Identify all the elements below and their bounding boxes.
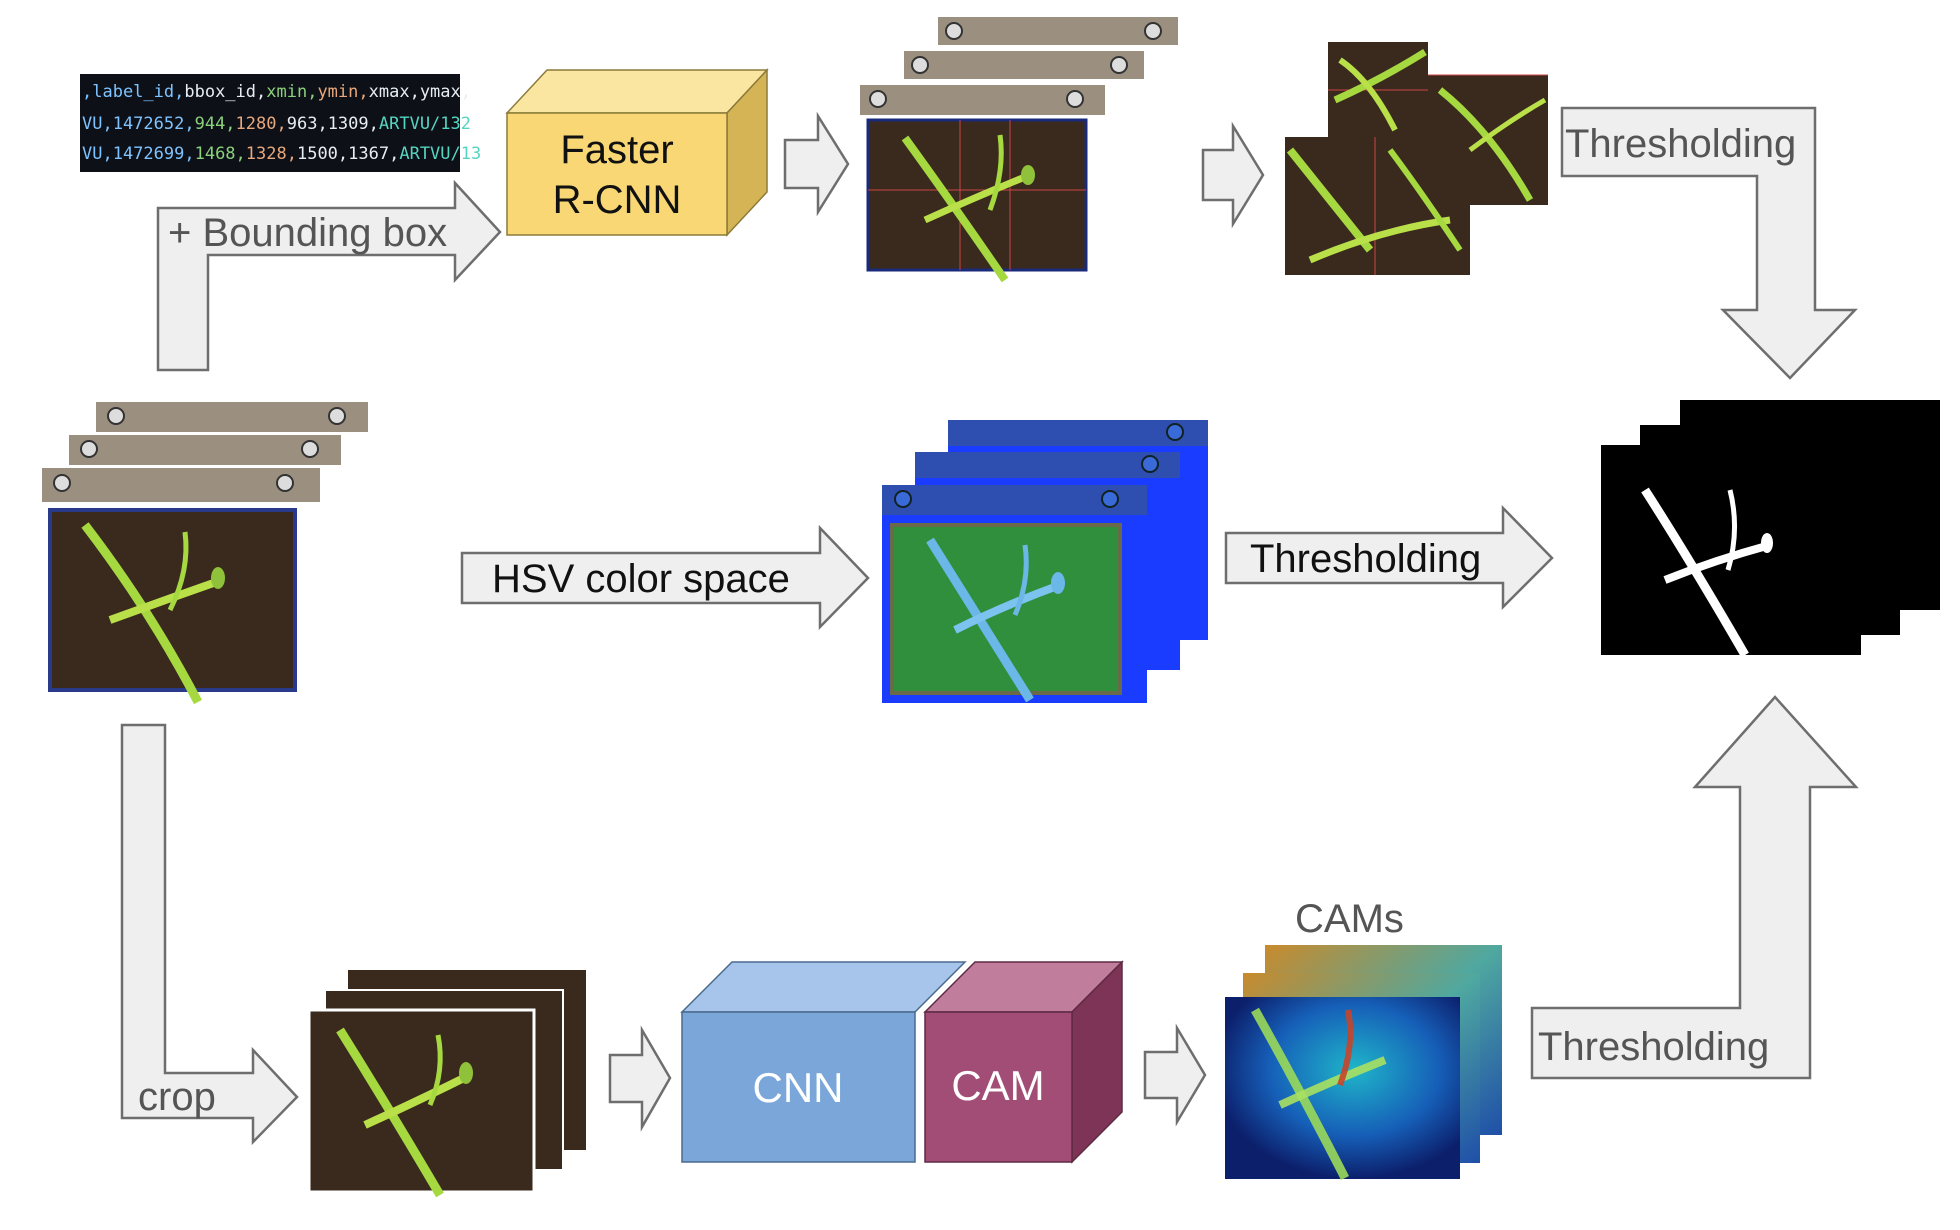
arrow-detections-to-crops <box>1201 121 1265 229</box>
cnn-block: CNN <box>680 961 967 1163</box>
hsv-image-stack <box>882 420 1208 703</box>
segmentation-mask-stack <box>1601 400 1940 658</box>
thresholding-bottom-label: Thresholding <box>1538 1025 1769 1069</box>
faster-rcnn-block: Faster R-CNN <box>505 68 769 237</box>
bounding-box-label: + Bounding box <box>168 211 447 255</box>
csv-header-line: ,label_id,bbox_id,xmin,ymin,xmax,ymax, <box>82 82 471 102</box>
csv-annotation-snippet: ,label_id,bbox_id,xmin,ymin,xmax,ymax, V… <box>80 74 481 172</box>
thresholding-bottom-arrow <box>1530 695 1859 1080</box>
csv-row-2: VU,1472699,1468,1328,1500,1367,ARTVU/13 <box>82 144 481 164</box>
cropped-detections <box>1285 42 1548 275</box>
faster-rcnn-label-line2: R-CNN <box>553 178 682 222</box>
cams-heatmap-stack <box>1225 945 1502 1181</box>
csv-background <box>80 74 460 172</box>
faster-rcnn-front-face <box>506 112 728 236</box>
cam-block: CAM <box>923 960 1124 1164</box>
faster-rcnn-label-line1: Faster <box>560 128 673 172</box>
hsv-arrow <box>460 524 870 631</box>
cropped-image-stack <box>307 970 586 1198</box>
cams-label: CAMs <box>1295 897 1404 941</box>
cnn-label: CNN <box>753 1064 844 1111</box>
arrow-rcnn-to-detections <box>783 111 850 217</box>
crop-label: crop <box>138 1075 216 1119</box>
cnn-top-face <box>680 961 967 1013</box>
arrow-crops-to-cnn <box>608 1025 672 1132</box>
faster-rcnn-top-face <box>505 69 769 114</box>
detection-image-stack <box>860 17 1178 285</box>
thresholding-mid-arrow <box>1224 504 1554 611</box>
cam-label: CAM <box>951 1062 1044 1109</box>
cnn-front-face <box>681 1011 916 1163</box>
cam-front-face <box>924 1011 1073 1163</box>
thresholding-top-label: Thresholding <box>1565 122 1796 166</box>
arrow-cam-to-cams <box>1143 1023 1207 1127</box>
thresholding-top-arrow <box>1560 106 1858 380</box>
bounding-box-arrow <box>156 179 502 372</box>
hsv-label: HSV color space <box>492 557 790 601</box>
input-image-stack <box>42 402 368 705</box>
thresholding-mid-label: Thresholding <box>1250 537 1481 581</box>
crop-arrow <box>120 723 299 1146</box>
csv-row-1: VU,1472652,944,1280,963,1309,ARTVU/132 <box>82 114 471 134</box>
